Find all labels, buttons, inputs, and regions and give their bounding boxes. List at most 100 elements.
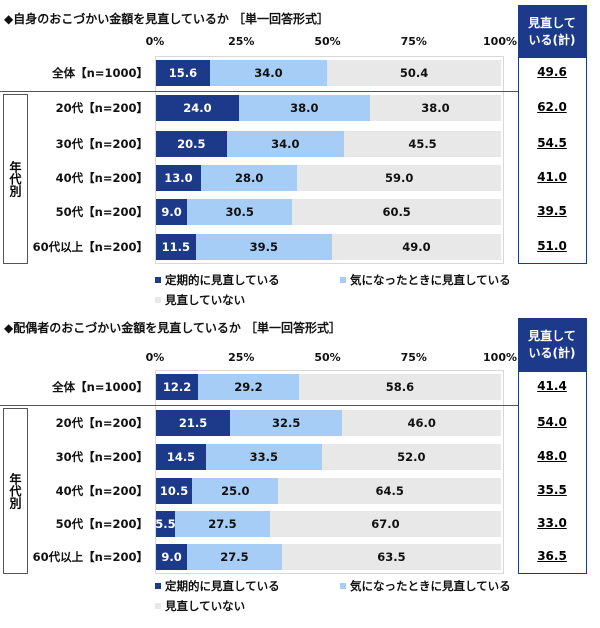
- total-column-box: [518, 318, 587, 574]
- bar-segment: 21.5: [156, 410, 231, 436]
- bar-segment: 29.2: [198, 374, 299, 400]
- x-tick-label: 25%: [228, 35, 255, 48]
- bar-segment: 15.6: [156, 60, 210, 86]
- bar-segment: 34.0: [209, 60, 328, 86]
- group-separator: [0, 405, 518, 406]
- legend-label: 見直していない: [165, 293, 246, 307]
- group-label: 年代別: [3, 408, 28, 574]
- chart-title: ◆自身のおこづかい金額を見直しているか ［単一回答形式］: [4, 12, 330, 26]
- x-tick-label: 50%: [314, 35, 341, 48]
- x-tick-label: 50%: [314, 351, 341, 364]
- legend-item: 見直していない: [155, 598, 245, 614]
- bar-segment: 12.2: [156, 374, 199, 400]
- group-label: 年代別: [3, 94, 28, 264]
- chart-title: ◆配偶者のおこづかい金額を見直しているか ［単一回答形式］: [4, 321, 342, 335]
- total-value: 39.5: [537, 204, 567, 218]
- row-label: 全体【n=1000】: [52, 66, 148, 80]
- bar-segment: 27.5: [174, 511, 270, 537]
- row-label: 全体【n=1000】: [52, 380, 148, 394]
- bar-segment: 38.0: [238, 95, 370, 121]
- bar-segment: 32.5: [230, 410, 343, 436]
- legend-swatch: [155, 583, 161, 589]
- bar-segment: 24.0: [156, 95, 239, 121]
- bar-segment: 64.5: [278, 478, 501, 504]
- bar-segment: 60.5: [292, 199, 501, 225]
- legend-label: 定期的に見直している: [165, 579, 280, 593]
- total-value: 41.0: [537, 170, 567, 184]
- total-column-box: [518, 5, 587, 264]
- legend-item: 気になったときに見直している: [340, 578, 511, 594]
- row-label: 50代【n=200】: [55, 205, 148, 219]
- bar-segment: 67.0: [269, 511, 501, 537]
- bar-segment: 27.5: [187, 544, 282, 570]
- bar-segment: 28.0: [200, 165, 298, 191]
- x-tick-label: 75%: [400, 351, 427, 364]
- row-label: 60代以上【n=200】: [32, 240, 148, 254]
- total-value: 33.0: [537, 516, 567, 530]
- bar-segment: 9.0: [156, 544, 188, 570]
- row-label: 40代【n=200】: [55, 171, 148, 185]
- total-value: 41.4: [537, 379, 567, 393]
- bar-segment: 34.0: [226, 131, 345, 157]
- plot-area: [155, 370, 504, 574]
- bar-segment: 49.0: [331, 234, 501, 260]
- total-value: 54.0: [537, 415, 567, 429]
- legend-item: 気になったときに見直している: [340, 272, 511, 288]
- total-header: 見直している(計): [518, 5, 586, 58]
- total-value: 48.0: [537, 449, 567, 463]
- bar-segment: 33.5: [206, 444, 322, 470]
- legend-label: 気になったときに見直している: [350, 273, 511, 287]
- legend-swatch: [155, 603, 161, 609]
- row-label: 50代【n=200】: [55, 517, 148, 531]
- bar-segment: 46.0: [342, 410, 501, 436]
- total-value: 35.5: [537, 483, 567, 497]
- legend-swatch: [155, 277, 161, 283]
- total-value: 54.5: [537, 136, 567, 150]
- total-value: 62.0: [537, 100, 567, 114]
- x-tick-label: 25%: [228, 351, 255, 364]
- row-label: 60代以上【n=200】: [32, 550, 148, 564]
- legend-label: 気になったときに見直している: [350, 579, 511, 593]
- bar-segment: 14.5: [156, 444, 207, 470]
- plot-area: [155, 56, 504, 264]
- legend-item: 定期的に見直している: [155, 272, 280, 288]
- legend-swatch: [340, 583, 346, 589]
- bar-segment: 58.6: [298, 374, 501, 400]
- row-label: 30代【n=200】: [55, 137, 148, 151]
- bar-segment: 10.5: [156, 478, 193, 504]
- x-tick-label: 0%: [145, 351, 165, 364]
- row-label: 20代【n=200】: [55, 416, 148, 430]
- legend-label: 見直していない: [165, 599, 246, 613]
- bar-segment: 63.5: [281, 544, 501, 570]
- group-separator: [0, 91, 518, 92]
- bar-segment: 20.5: [156, 131, 227, 157]
- bar-segment: 9.0: [156, 199, 188, 225]
- bar-segment: 11.5: [156, 234, 196, 260]
- x-tick-label: 100%: [483, 351, 517, 364]
- x-tick-label: 0%: [145, 35, 165, 48]
- bar-segment: 13.0: [156, 165, 201, 191]
- row-label: 30代【n=200】: [55, 450, 148, 464]
- row-label: 40代【n=200】: [55, 484, 148, 498]
- total-value: 36.5: [537, 549, 567, 563]
- bar-segment: 25.0: [192, 478, 279, 504]
- bar-segment: 5.5: [156, 511, 175, 537]
- legend-item: 定期的に見直している: [155, 578, 280, 594]
- legend-swatch: [340, 277, 346, 283]
- bar-segment: 39.5: [195, 234, 332, 260]
- legend-item: 見直していない: [155, 292, 245, 308]
- legend-swatch: [155, 297, 161, 303]
- bar-segment: 52.0: [321, 444, 501, 470]
- bar-segment: 59.0: [297, 165, 501, 191]
- row-label: 20代【n=200】: [55, 101, 148, 115]
- total-value: 49.6: [537, 65, 567, 79]
- bar-segment: 30.5: [187, 199, 293, 225]
- total-value: 51.0: [537, 239, 567, 253]
- x-tick-label: 75%: [400, 35, 427, 48]
- total-header: 見直している(計): [518, 318, 586, 372]
- x-tick-label: 100%: [483, 35, 517, 48]
- bar-segment: 50.4: [327, 60, 501, 86]
- legend-label: 定期的に見直している: [165, 273, 280, 287]
- bar-segment: 45.5: [344, 131, 501, 157]
